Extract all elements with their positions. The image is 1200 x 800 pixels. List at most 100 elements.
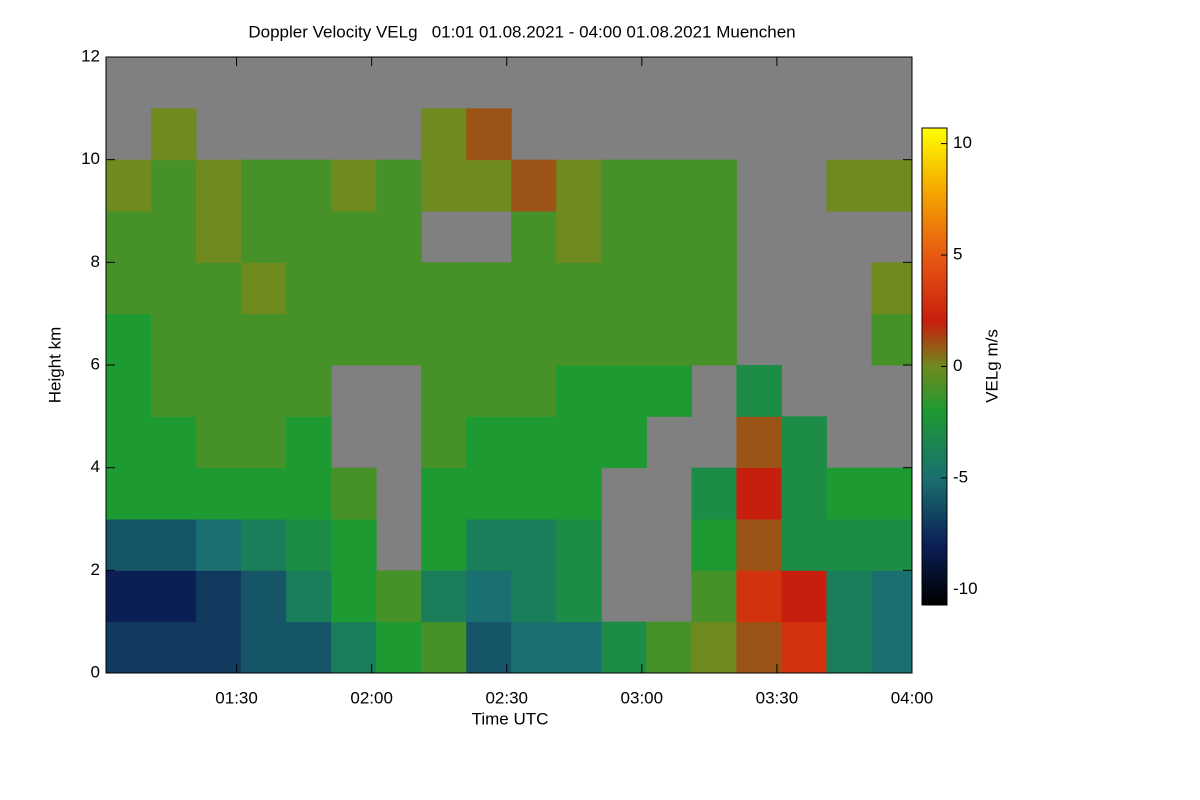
heatmap-cell bbox=[151, 416, 197, 469]
heatmap-cell bbox=[556, 570, 602, 623]
heatmap-cell bbox=[871, 467, 913, 520]
heatmap-cell bbox=[196, 416, 242, 469]
heatmap-cell bbox=[286, 467, 332, 520]
heatmap-cell bbox=[196, 519, 242, 571]
heatmap-cell bbox=[331, 621, 377, 674]
heatmap-cell bbox=[511, 211, 557, 263]
heatmap-cell bbox=[106, 313, 152, 366]
heatmap-cell bbox=[286, 570, 332, 623]
heatmap-cell bbox=[106, 159, 152, 212]
heatmap-cell bbox=[331, 570, 377, 623]
colorbar-tick-label: 5 bbox=[953, 245, 962, 264]
heatmap-cell bbox=[196, 621, 242, 674]
heatmap-cell bbox=[151, 108, 197, 161]
heatmap-cell bbox=[241, 313, 287, 366]
y-tick-label: 0 bbox=[91, 662, 100, 681]
heatmap-cell bbox=[781, 519, 827, 571]
heatmap-cell bbox=[151, 570, 197, 623]
heatmap-cell bbox=[871, 519, 913, 571]
heatmap-cell bbox=[241, 365, 287, 417]
heatmap-cell bbox=[466, 108, 512, 161]
heatmap-cell bbox=[466, 262, 512, 315]
heatmap-cell bbox=[511, 570, 557, 623]
heatmap-cell bbox=[151, 159, 197, 212]
heatmap-cell bbox=[826, 621, 872, 674]
x-tick-label: 01:30 bbox=[215, 688, 258, 707]
heatmap-cell bbox=[781, 467, 827, 520]
heatmap-cell bbox=[241, 519, 287, 571]
y-tick-label: 4 bbox=[91, 457, 100, 476]
heatmap-cell bbox=[601, 313, 647, 366]
heatmap-cell bbox=[556, 365, 602, 417]
heatmap-cell bbox=[646, 211, 692, 263]
heatmap-cell bbox=[151, 365, 197, 417]
heatmap-cell bbox=[691, 621, 737, 674]
heatmap-cell bbox=[241, 159, 287, 212]
colorbar-label: VELg m/s bbox=[982, 329, 1001, 403]
heatmap-cell bbox=[601, 262, 647, 315]
heatmap-cell bbox=[196, 159, 242, 212]
heatmap-cell bbox=[466, 416, 512, 469]
heatmap-cell bbox=[106, 365, 152, 417]
heatmap-cell bbox=[241, 621, 287, 674]
heatmap-cell bbox=[421, 570, 467, 623]
y-tick-label: 2 bbox=[91, 560, 100, 579]
heatmap-cell bbox=[196, 467, 242, 520]
y-tick-label: 8 bbox=[91, 252, 100, 271]
heatmap-cell bbox=[781, 570, 827, 623]
heatmap-cell bbox=[151, 621, 197, 674]
colorbar-tick-label: -10 bbox=[953, 579, 978, 598]
heatmap-cell bbox=[601, 211, 647, 263]
heatmap-cell bbox=[466, 519, 512, 571]
heatmap-cell bbox=[241, 416, 287, 469]
heatmap-cell bbox=[556, 621, 602, 674]
heatmap-cell bbox=[241, 262, 287, 315]
x-tick-label: 03:30 bbox=[756, 688, 799, 707]
heatmap-cell bbox=[556, 519, 602, 571]
heatmap-cell bbox=[466, 467, 512, 520]
heatmap-cell bbox=[556, 211, 602, 263]
y-tick-label: 12 bbox=[81, 46, 100, 65]
heatmap-cell bbox=[556, 159, 602, 212]
heatmap-cell bbox=[466, 570, 512, 623]
heatmap-cell bbox=[646, 365, 692, 417]
heatmap-cell bbox=[421, 467, 467, 520]
heatmap-cell bbox=[511, 313, 557, 366]
heatmap-cell bbox=[871, 313, 913, 366]
heatmap-cell bbox=[196, 365, 242, 417]
heatmap-cell bbox=[286, 416, 332, 469]
y-axis-label: Height km bbox=[45, 327, 64, 404]
heatmap-cell bbox=[871, 159, 913, 212]
heatmap-cell bbox=[691, 262, 737, 315]
x-tick-label: 02:00 bbox=[350, 688, 393, 707]
heatmap-cell bbox=[691, 211, 737, 263]
x-tick-label: 02:30 bbox=[485, 688, 528, 707]
heatmap-cell bbox=[511, 621, 557, 674]
heatmap-cell bbox=[151, 313, 197, 366]
heatmap-cell bbox=[286, 621, 332, 674]
heatmap-cell bbox=[646, 262, 692, 315]
colorbar-tick-label: 0 bbox=[953, 356, 962, 375]
heatmap-cell bbox=[421, 313, 467, 366]
heatmap-cell bbox=[106, 570, 152, 623]
heatmap-cell bbox=[106, 467, 152, 520]
heatmap-cell bbox=[601, 416, 647, 469]
heatmap-cell bbox=[601, 159, 647, 212]
heatmap-cell bbox=[691, 159, 737, 212]
heatmap-cell bbox=[421, 416, 467, 469]
heatmap-cell bbox=[421, 108, 467, 161]
heatmap-cell bbox=[826, 467, 872, 520]
heatmap-cell bbox=[331, 211, 377, 263]
x-axis-label: Time UTC bbox=[472, 709, 549, 728]
heatmap-cell bbox=[331, 313, 377, 366]
heatmap-cell bbox=[871, 262, 913, 315]
heatmap-cell bbox=[151, 519, 197, 571]
heatmap-cell bbox=[151, 211, 197, 263]
heatmap-cell bbox=[646, 621, 692, 674]
heatmap-cell bbox=[421, 621, 467, 674]
heatmap-cell bbox=[286, 313, 332, 366]
x-tick-label: 04:00 bbox=[891, 688, 934, 707]
heatmap-cell bbox=[511, 262, 557, 315]
heatmap-cell bbox=[376, 570, 422, 623]
